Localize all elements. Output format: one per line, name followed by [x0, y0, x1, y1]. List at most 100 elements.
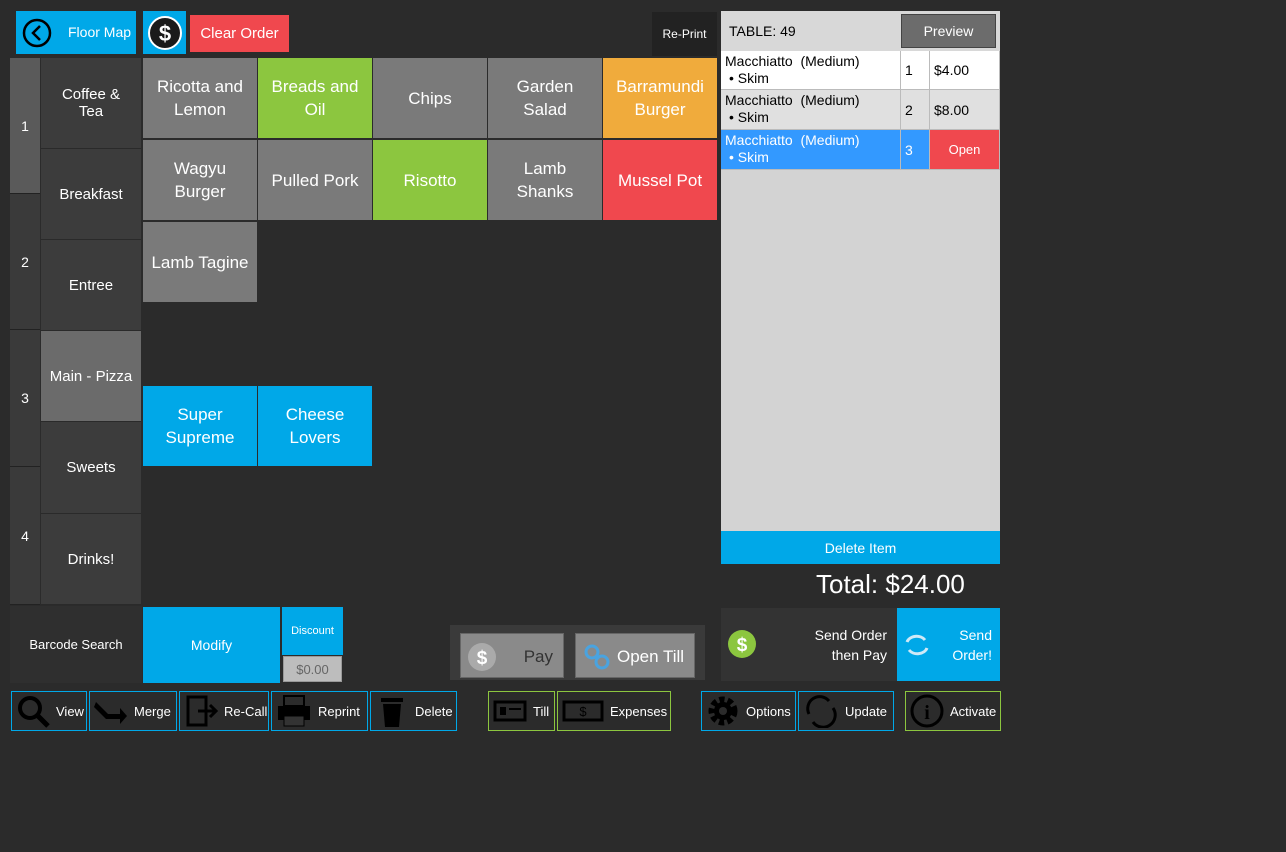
coin-icon: $ [468, 643, 496, 671]
icon [278, 695, 310, 727]
icon [493, 700, 527, 722]
clear-order-button[interactable]: Clear Order [190, 15, 289, 52]
menu-item[interactable]: Ricotta and Lemon [143, 58, 257, 138]
coin-icon: $ [728, 630, 756, 658]
category-button[interactable]: Coffee & Tea [41, 58, 141, 149]
menu-item[interactable]: Chips [373, 58, 487, 138]
category-button[interactable]: Drinks! [41, 514, 141, 605]
label: Expenses [610, 703, 668, 719]
icon: $ [562, 700, 604, 722]
options-button[interactable]: Options [701, 691, 796, 731]
reprint-toolbar-button[interactable]: Reprint [271, 691, 368, 731]
modify-button[interactable]: Modify [143, 607, 280, 683]
label: Send Order! [952, 627, 992, 663]
label: View [56, 703, 84, 719]
item-name: Macchiatto (Medium) • Skim [721, 51, 901, 89]
reprint-button[interactable]: Re-Print [652, 12, 717, 56]
menu-item[interactable]: Super Supreme [143, 386, 257, 466]
update-button[interactable]: Update [798, 691, 894, 731]
label: Till [533, 703, 550, 719]
merge-button[interactable]: Merge [89, 691, 177, 731]
menu-item[interactable]: Lamb Tagine [143, 222, 257, 302]
payment-button[interactable]: $ [143, 11, 186, 54]
menu-item[interactable]: Mussel Pot [603, 140, 717, 220]
name: Macchiatto (Medium) [725, 132, 860, 148]
recall-button[interactable]: Re-Call [179, 691, 269, 731]
icon [806, 695, 837, 728]
category-button[interactable]: Entree [41, 240, 141, 331]
label: Pay [523, 647, 553, 666]
menu-item[interactable]: Breads and Oil [258, 58, 372, 138]
delete-button[interactable]: Delete [370, 691, 457, 731]
menu-item[interactable]: Pulled Pork [258, 140, 372, 220]
order-row[interactable]: Macchiatto (Medium) • Skim 3 Open [721, 130, 1000, 170]
label: Re-Call [224, 703, 268, 719]
page-tab[interactable]: 2 [10, 194, 40, 330]
open-till-button[interactable]: Open Till [575, 633, 695, 678]
category-button[interactable]: Breakfast [41, 149, 141, 240]
menu-item[interactable]: Barramundi Burger [603, 58, 717, 138]
svg-text:$: $ [579, 704, 587, 719]
menu-item[interactable]: Cheese Lovers [258, 386, 372, 466]
send-order-button[interactable]: Send Order! [897, 608, 1000, 681]
back-icon [22, 18, 52, 48]
item-name: Macchiatto (Medium) • Skim [721, 90, 901, 129]
page-tab[interactable]: 3 [10, 330, 40, 467]
svg-text:$: $ [477, 648, 488, 669]
item-name: Macchiatto (Medium) • Skim [721, 130, 901, 169]
price: $4.00 [930, 51, 1000, 89]
order-header: TABLE: 49 Preview [721, 11, 1000, 51]
pay-button[interactable]: $ Pay [460, 633, 564, 678]
floor-map-button[interactable]: Floor Map [16, 11, 136, 54]
activate-button[interactable]: i Activate [905, 691, 1001, 731]
page-tab[interactable]: 1 [10, 58, 40, 194]
icon [18, 696, 50, 728]
quantity: 2 [901, 90, 930, 129]
name: Macchiatto (Medium) [725, 53, 860, 69]
icon [381, 698, 403, 727]
menu-item[interactable]: Risotto [373, 140, 487, 220]
price: $8.00 [930, 90, 1000, 129]
pay-area: $ Pay Open Till [450, 625, 705, 680]
discount-button[interactable]: Discount [282, 607, 343, 655]
icon [708, 696, 738, 726]
label: Activate [950, 703, 997, 719]
order-row[interactable]: Macchiatto (Medium) • Skim 1 $4.00 [721, 51, 1000, 90]
send-then-pay-button[interactable]: $ Send Order then Pay [721, 608, 897, 681]
name: Macchiatto (Medium) [725, 92, 860, 108]
icon: i [910, 694, 944, 728]
label: Delete [415, 703, 453, 719]
menu-item[interactable]: Wagyu Burger [143, 140, 257, 220]
order-row[interactable]: Macchiatto (Medium) • Skim 2 $8.00 [721, 90, 1000, 130]
icon [94, 702, 127, 724]
label: Open Till [617, 647, 685, 666]
link-icon [584, 644, 610, 670]
category-button[interactable]: Main - Pizza [41, 331, 141, 422]
svg-text:$: $ [158, 21, 170, 46]
expenses-button[interactable]: $ Expenses [557, 691, 671, 731]
category-button[interactable]: Sweets [41, 422, 141, 514]
view-button[interactable]: View [11, 691, 87, 731]
dollar-icon: $ [147, 15, 182, 50]
preview-button[interactable]: Preview [901, 14, 996, 48]
delete-item-button[interactable]: Delete Item [721, 531, 1000, 564]
menu-item[interactable]: Garden Salad [488, 58, 602, 138]
page-tab[interactable]: 4 [10, 467, 40, 605]
price: Open [930, 130, 1000, 169]
label: Options [746, 703, 791, 719]
till-button[interactable]: Till [488, 691, 555, 731]
discount-value: $0.00 [283, 656, 342, 682]
quantity: 1 [901, 51, 930, 89]
label: Merge [134, 703, 171, 719]
menu-item[interactable]: Lamb Shanks [488, 140, 602, 220]
modifier: • Skim [729, 109, 769, 125]
total: Total: $24.00 [816, 568, 965, 599]
barcode-search[interactable]: Barcode Search [10, 606, 142, 683]
sync-icon [905, 634, 929, 656]
icon [186, 695, 218, 727]
label: Send Order then Pay [814, 627, 887, 663]
label: Reprint [318, 703, 360, 719]
svg-text:i: i [924, 702, 930, 724]
modifier: • Skim [729, 149, 769, 165]
